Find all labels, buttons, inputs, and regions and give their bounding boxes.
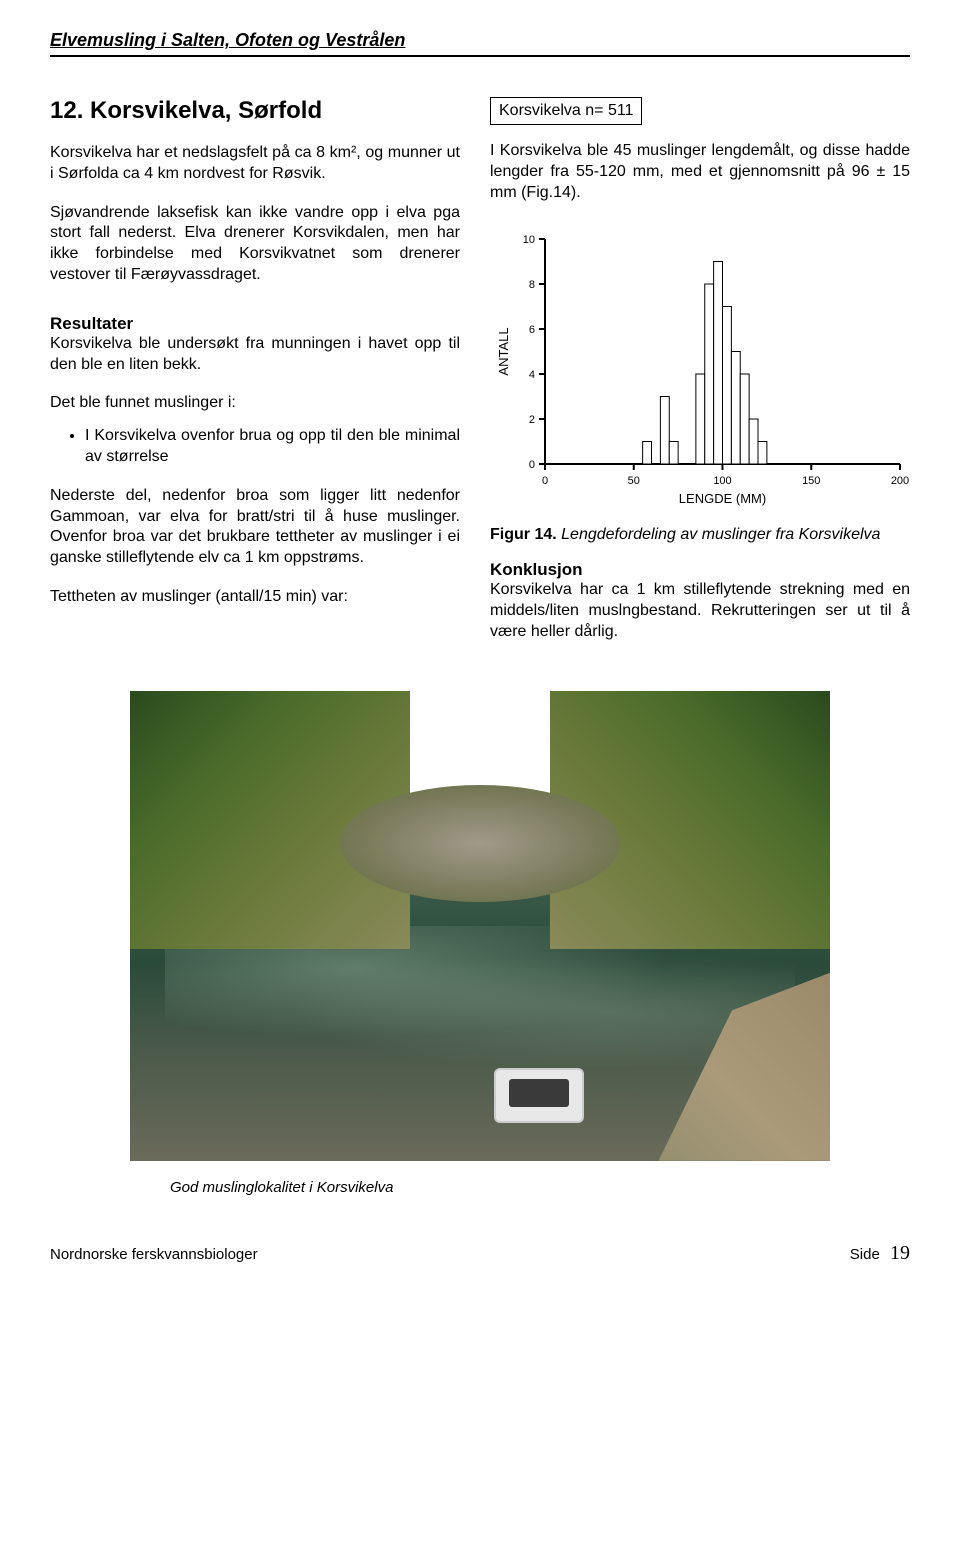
svg-text:2: 2 (529, 414, 535, 426)
figure-caption: Figur 14. Lengdefordeling av muslinger f… (490, 526, 910, 544)
svg-text:100: 100 (713, 475, 731, 487)
svg-text:0: 0 (529, 459, 535, 471)
resultater-para-2: Det ble funnet muslinger i: (50, 393, 460, 414)
konklusjon-para-1: Korsvikelva har ca 1 km stilleflytende s… (490, 580, 910, 642)
left-column: 12. Korsvikelva, Sørfold Korsvikelva har… (50, 97, 460, 626)
svg-text:8: 8 (529, 279, 535, 291)
figure-caption-text: Lengdefordeling av muslinger fra Korsvik… (561, 526, 880, 543)
svg-text:6: 6 (529, 324, 535, 336)
resultater-heading: Resultater (50, 314, 460, 334)
resultater-para-4: Tettheten av muslinger (antall/15 min) v… (50, 587, 460, 608)
svg-text:150: 150 (802, 475, 820, 487)
figure-label: Figur 14. (490, 526, 557, 543)
intro-para-1: Korsvikelva har et nedslagsfelt på ca 8 … (50, 143, 460, 185)
right-para-1: I Korsvikelva ble 45 muslinger lengdemål… (490, 141, 910, 203)
bullet-item: I Korsvikelva ovenfor brua og opp til de… (85, 426, 460, 468)
svg-text:10: 10 (523, 234, 535, 246)
footer-left: Nordnorske ferskvannsbiologer (50, 1246, 258, 1263)
photo-container (50, 691, 910, 1161)
resultater-para-3: Nederste del, nedenfor broa som ligger l… (50, 486, 460, 569)
right-column: Korsvikelva n= 511 I Korsvikelva ble 45 … (490, 97, 910, 661)
page-footer: Nordnorske ferskvannsbiologer Side 19 (50, 1236, 910, 1265)
header-rule (50, 55, 910, 57)
svg-text:ANTALL: ANTALL (496, 328, 511, 376)
footer-side-label: Side (850, 1246, 880, 1263)
photo-caption: God muslinglokalitet i Korsvikelva (170, 1179, 910, 1196)
svg-text:200: 200 (891, 475, 909, 487)
histogram-chart: 0246810050100150200LENGDE (MM)ANTALL (490, 229, 910, 509)
section-heading: 12. Korsvikelva, Sørfold (50, 97, 460, 125)
resultater-para-1: Korsvikelva ble undersøkt fra munningen … (50, 334, 460, 376)
river-photo (130, 691, 830, 1161)
footer-right: Side 19 (850, 1242, 910, 1265)
svg-text:4: 4 (529, 369, 535, 381)
bullet-list: I Korsvikelva ovenfor brua og opp til de… (50, 426, 460, 468)
svg-text:50: 50 (628, 475, 640, 487)
sample-size-box: Korsvikelva n= 511 (490, 97, 642, 125)
svg-text:0: 0 (542, 475, 548, 487)
konklusjon-heading: Konklusjon (490, 560, 910, 580)
two-column-layout: 12. Korsvikelva, Sørfold Korsvikelva har… (50, 97, 910, 661)
svg-text:LENGDE (MM): LENGDE (MM) (679, 491, 766, 506)
page-header-title: Elvemusling i Salten, Ofoten og Vestråle… (50, 30, 910, 51)
intro-para-2: Sjøvandrende laksefisk kan ikke vandre o… (50, 203, 460, 286)
page-number: 19 (890, 1242, 910, 1264)
